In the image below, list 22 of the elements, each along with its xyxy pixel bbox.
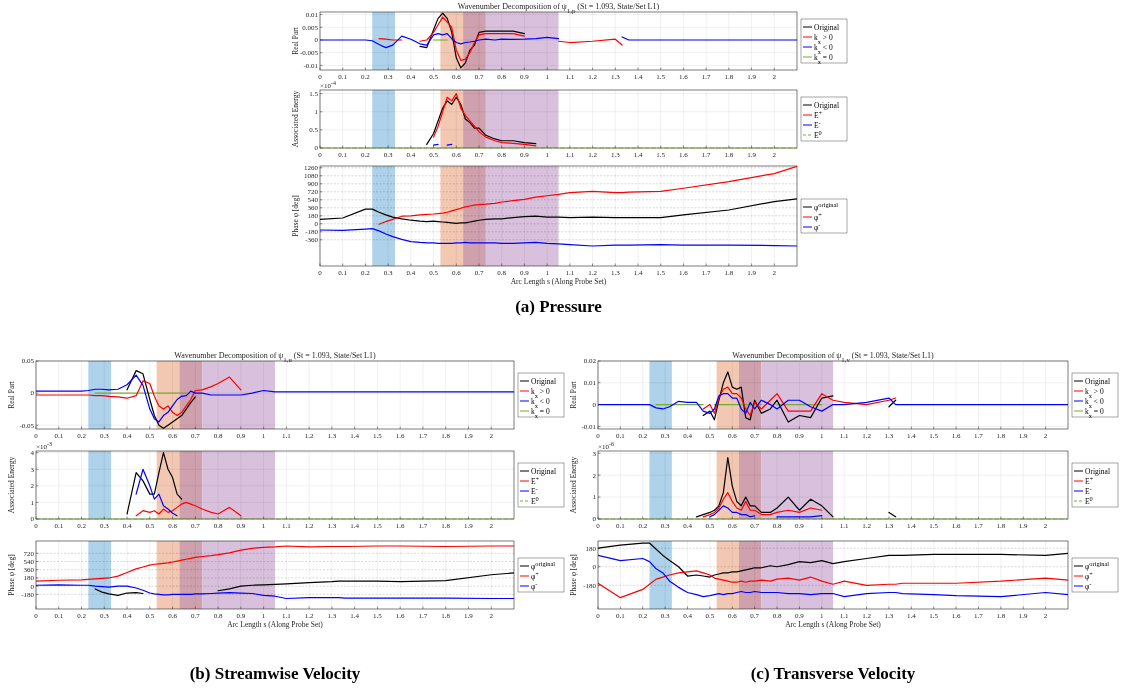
text: (c) Transverse Velocity bbox=[750, 664, 916, 683]
line-series bbox=[598, 554, 1068, 598]
line-series bbox=[135, 501, 242, 517]
line-series bbox=[598, 393, 1068, 414]
line-series bbox=[702, 492, 823, 518]
line-series bbox=[419, 12, 526, 69]
line-series bbox=[702, 386, 897, 417]
text: (b) Streamwise Velocity bbox=[189, 664, 361, 683]
line-series bbox=[320, 228, 797, 247]
line-series bbox=[135, 468, 178, 517]
line-series bbox=[126, 452, 183, 515]
line-series bbox=[378, 165, 797, 225]
line-series bbox=[126, 370, 196, 429]
line-series bbox=[36, 376, 242, 417]
chart-title: Wavenumber Decomposition of ψ$_{1,v}$ (St = 1.093, State/Set L1) bbox=[732, 351, 935, 363]
line-series bbox=[36, 374, 514, 423]
chart-title: Wavenumber Decomposition of ψ$_{1,u}$ (St = 1.093, State/Set L1) bbox=[174, 351, 377, 363]
line-series bbox=[36, 545, 514, 582]
line-series bbox=[36, 584, 514, 600]
line-series bbox=[598, 570, 1068, 599]
chart-title: Wavenumber Decomposition of ψ$_{1,p}$ (St = 1.093, State/Set L1) bbox=[457, 2, 660, 14]
text: (a) Pressure bbox=[515, 297, 603, 316]
